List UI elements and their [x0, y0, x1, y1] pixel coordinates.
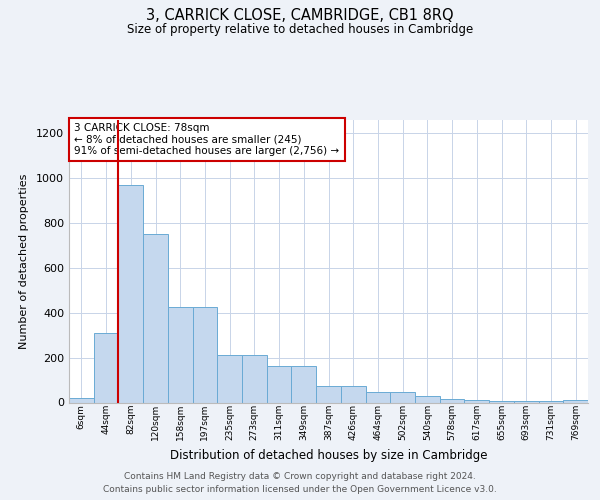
Bar [168, 307, 193, 402]
Bar [267, 366, 292, 403]
Bar [341, 386, 365, 402]
Bar [143, 234, 168, 402]
Bar [242, 356, 267, 403]
Bar [365, 392, 390, 402]
Bar [514, 400, 539, 402]
Bar [390, 392, 415, 402]
Bar [464, 400, 489, 402]
Bar [292, 366, 316, 403]
Text: 3 CARRICK CLOSE: 78sqm
← 8% of detached houses are smaller (245)
91% of semi-det: 3 CARRICK CLOSE: 78sqm ← 8% of detached … [74, 123, 340, 156]
Bar [489, 400, 514, 402]
Bar [69, 398, 94, 402]
Bar [193, 307, 217, 402]
Bar [563, 400, 588, 402]
Text: 3, CARRICK CLOSE, CAMBRIDGE, CB1 8RQ: 3, CARRICK CLOSE, CAMBRIDGE, CB1 8RQ [146, 8, 454, 22]
Bar [316, 386, 341, 402]
Bar [217, 356, 242, 403]
Text: Contains HM Land Registry data © Crown copyright and database right 2024.: Contains HM Land Registry data © Crown c… [124, 472, 476, 481]
Text: Contains public sector information licensed under the Open Government Licence v3: Contains public sector information licen… [103, 485, 497, 494]
Bar [415, 396, 440, 402]
Bar [118, 185, 143, 402]
Y-axis label: Number of detached properties: Number of detached properties [19, 174, 29, 349]
Bar [94, 333, 118, 402]
Text: Size of property relative to detached houses in Cambridge: Size of property relative to detached ho… [127, 22, 473, 36]
X-axis label: Distribution of detached houses by size in Cambridge: Distribution of detached houses by size … [170, 448, 487, 462]
Bar [440, 399, 464, 402]
